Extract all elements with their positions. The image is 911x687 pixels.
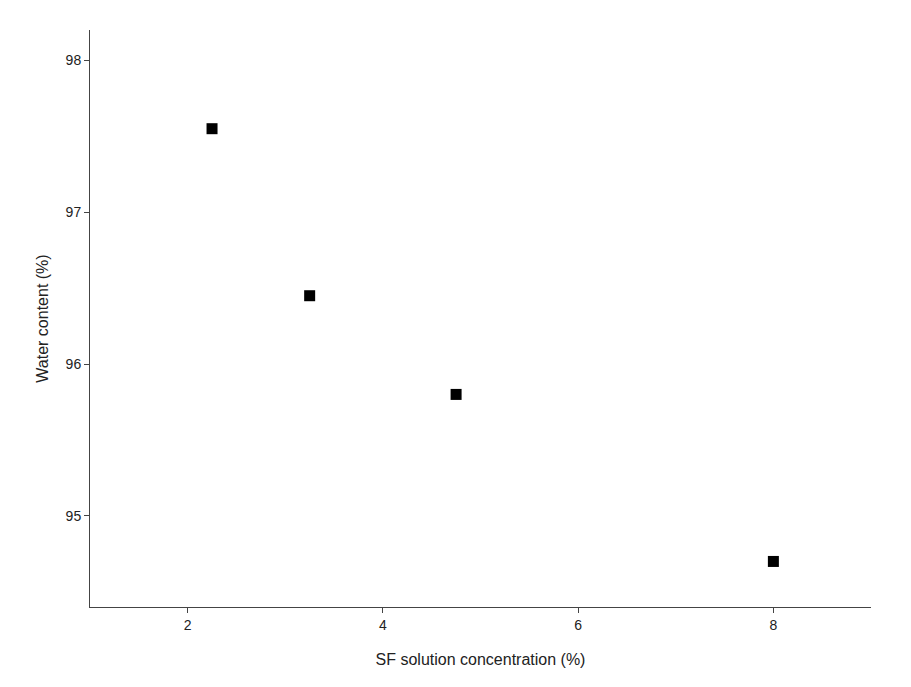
svg-text:6: 6 bbox=[574, 617, 582, 633]
svg-text:97: 97 bbox=[66, 204, 82, 220]
svg-text:2: 2 bbox=[184, 617, 192, 633]
svg-text:96: 96 bbox=[66, 356, 82, 372]
svg-text:4: 4 bbox=[379, 617, 387, 633]
svg-text:Water content (%): Water content (%) bbox=[34, 254, 51, 382]
svg-text:SF solution concentration (%): SF solution concentration (%) bbox=[376, 651, 586, 668]
svg-text:98: 98 bbox=[66, 52, 82, 68]
svg-text:8: 8 bbox=[769, 617, 777, 633]
svg-text:95: 95 bbox=[66, 508, 82, 524]
